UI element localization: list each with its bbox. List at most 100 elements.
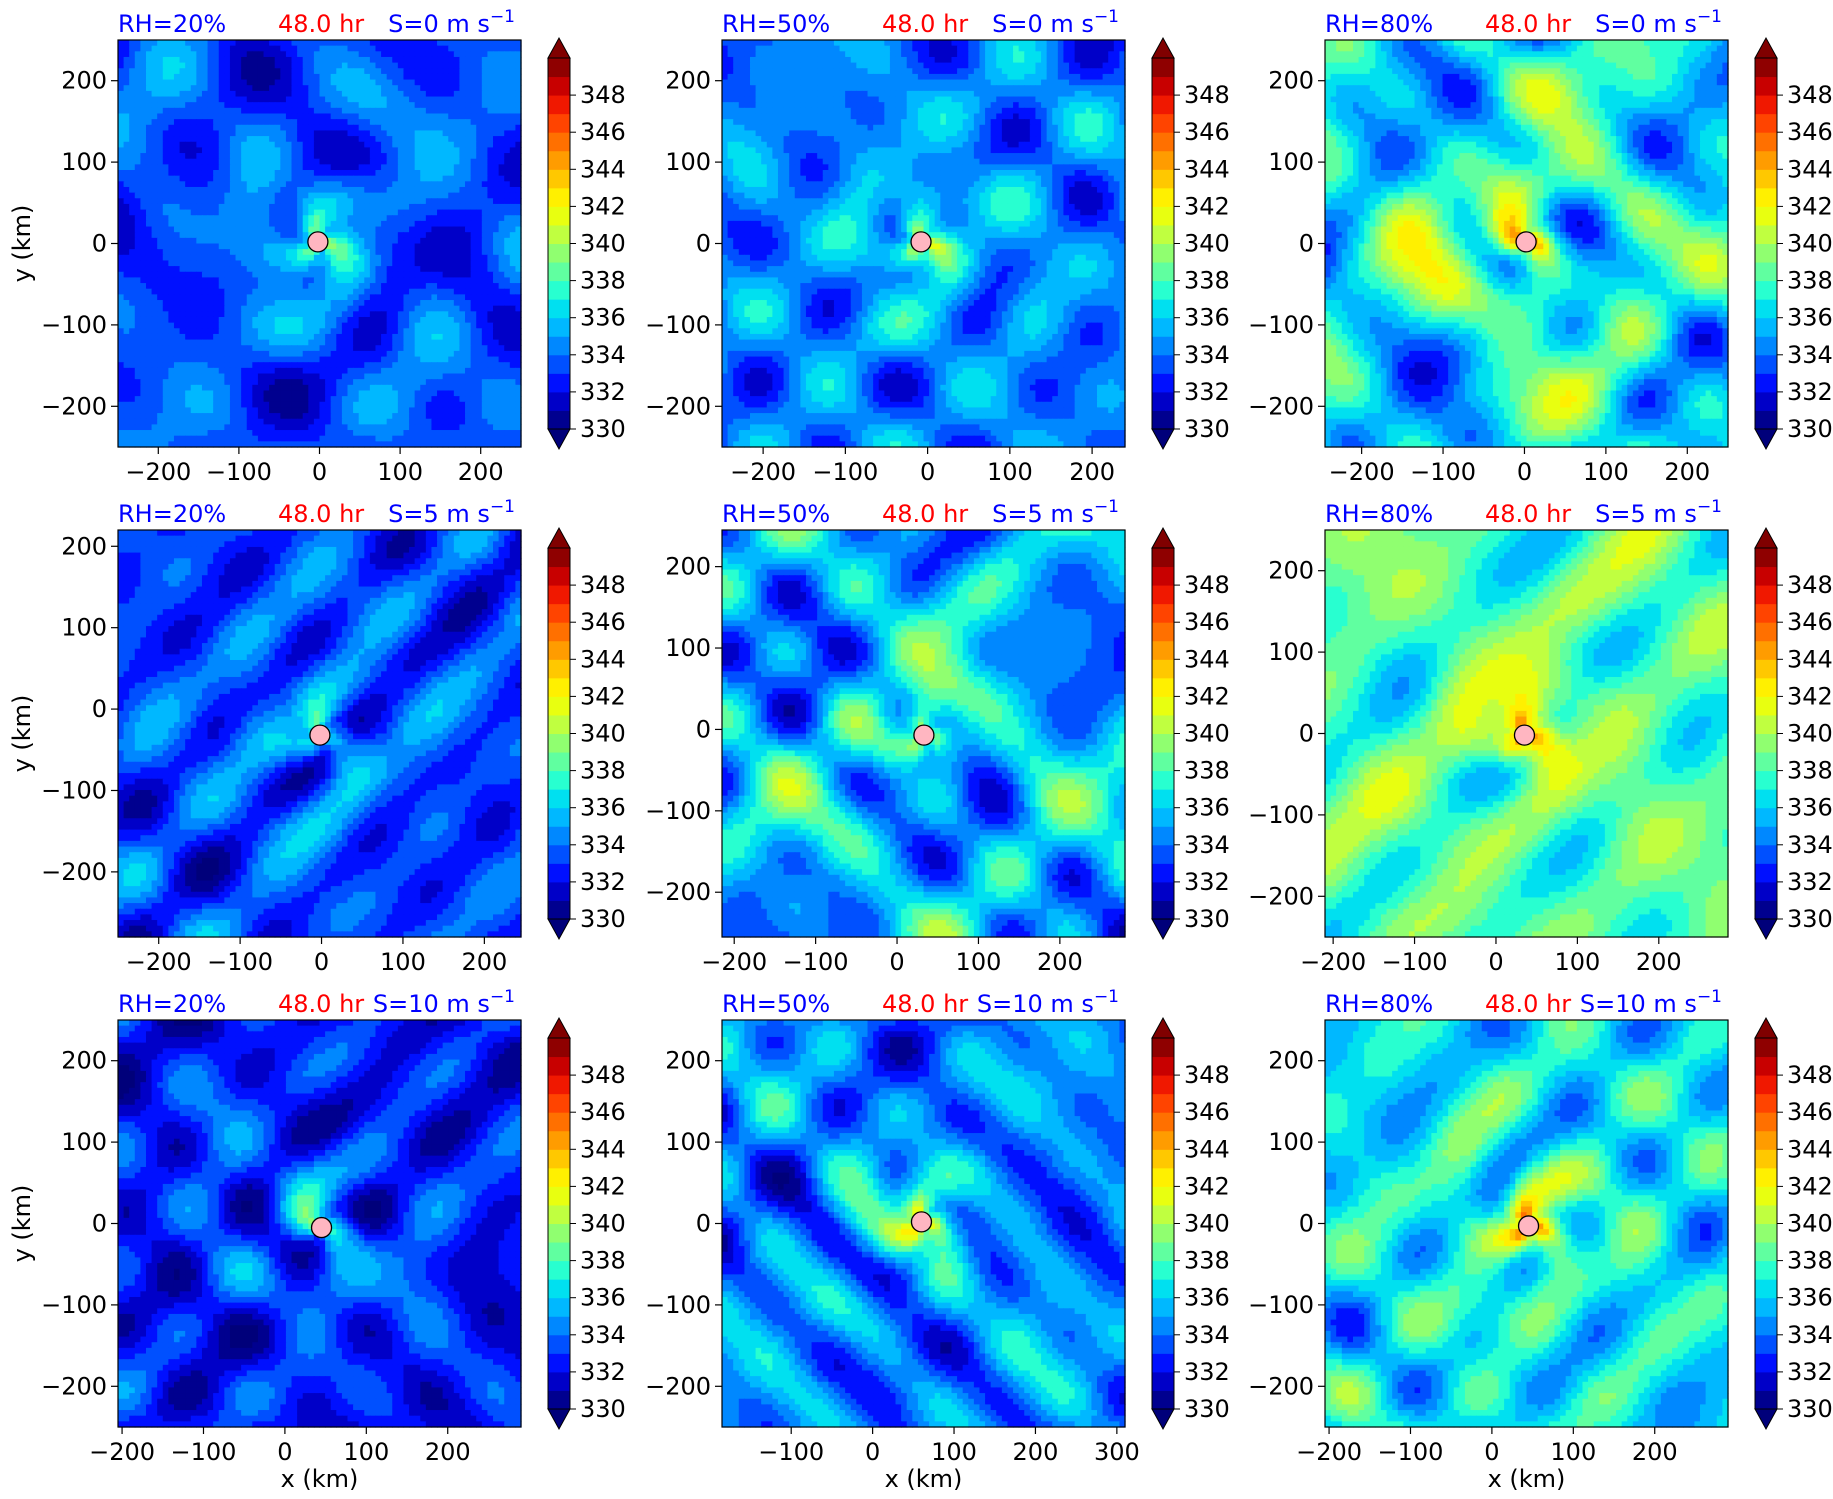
colorbar-tick-label: 346 [580, 118, 626, 146]
colorbar-segment [1152, 1260, 1174, 1280]
colorbar-segment [1755, 1297, 1777, 1317]
y-tick-label: 200 [665, 553, 711, 581]
storm-center-marker [307, 231, 329, 253]
colorbar-tick-label: 340 [1184, 720, 1230, 748]
y-axis-label: y (km) [8, 695, 36, 773]
colorbar-segment [1152, 206, 1174, 226]
y-tick-label: 200 [1268, 557, 1314, 585]
colorbar-segment [1755, 622, 1777, 642]
x-tick-label: 100 [377, 458, 423, 486]
rh-label: RH=80% [1325, 990, 1433, 1018]
y-tick-label: 100 [665, 148, 711, 176]
colorbar-segment [1152, 336, 1174, 356]
colorbar: 330 332 334 336 338 340 342 344 346 348 [1151, 36, 1230, 451]
rh-label: RH=20% [118, 990, 226, 1018]
colorbar-segment [1152, 243, 1174, 263]
colorbar-tick-label: 342 [580, 1172, 626, 1200]
colorbar-tick-label: 334 [1184, 831, 1230, 859]
panel-3-2: −100 0 100 200 300 −200 −100 0 100 200 RH=50% 48.0 … [645, 987, 1230, 1493]
shear-label: S=10 m s−1 [977, 987, 1119, 1018]
colorbar-segment [548, 336, 570, 356]
field [722, 530, 1126, 938]
colorbar-segment [1152, 1334, 1174, 1354]
colorbar-segment [1152, 1279, 1174, 1299]
colorbar-tick-label: 332 [1787, 1358, 1833, 1386]
colorbar-tick-label: 336 [580, 794, 626, 822]
y-tick-label: 100 [1268, 148, 1314, 176]
colorbar-tick-label: 348 [1787, 81, 1833, 109]
field [1325, 40, 1729, 448]
colorbar-segment [1152, 696, 1174, 716]
colorbar-segment [1152, 1371, 1174, 1391]
colorbar-segment [1152, 752, 1174, 772]
colorbar-segment [548, 391, 570, 411]
colorbar-segment [548, 1242, 570, 1262]
colorbar-segment [1755, 169, 1777, 189]
colorbar-tick-label: 334 [580, 831, 626, 859]
colorbar-segment [1152, 391, 1174, 411]
panel-1-2: −200 −100 0 100 200 −200 −100 0 100 200 RH=50% 48.0… [645, 7, 1230, 486]
colorbar-segment [1755, 113, 1777, 133]
panel-2-2: −200 −100 0 100 200 −200 −100 0 100 200 RH=50% 48.0… [645, 497, 1230, 976]
colorbar-segment [548, 1093, 570, 1113]
colorbar-segment [548, 770, 570, 790]
colorbar-segment [1755, 640, 1777, 660]
colorbar-segment [548, 299, 570, 319]
rh-label: RH=50% [722, 990, 830, 1018]
x-tick-label: 100 [956, 948, 1002, 976]
panel-3-3: −200 −100 0 100 200 −200 −100 0 100 200 RH=80% 48.0… [1248, 987, 1833, 1493]
colorbar-segment [1755, 1149, 1777, 1169]
colorbar-segment [1755, 299, 1777, 319]
y-tick-label: −200 [1248, 882, 1314, 910]
colorbar-segment [1755, 262, 1777, 282]
colorbar-segment [1755, 1316, 1777, 1336]
x-tick-label: 200 [1632, 1438, 1678, 1466]
x-tick-label: 100 [987, 458, 1033, 486]
x-tick-label: 0 [314, 948, 329, 976]
colorbar-tick-label: 336 [1184, 794, 1230, 822]
y-axis-label: y (km) [8, 205, 36, 283]
x-tick-label: 200 [1069, 458, 1115, 486]
colorbar-tick-label: 338 [1787, 757, 1833, 785]
colorbar-segment [548, 603, 570, 623]
rh-label: RH=80% [1325, 10, 1433, 38]
field [722, 40, 1126, 448]
colorbar-tick-label: 332 [1787, 868, 1833, 896]
colorbar-segment [1152, 58, 1174, 78]
colorbar-segment [1152, 1149, 1174, 1169]
colorbar-segment [1755, 206, 1777, 226]
colorbar-tick-label: 340 [1787, 1210, 1833, 1238]
x-tick-label: 200 [1013, 1438, 1059, 1466]
y-tick-label: 200 [1268, 1047, 1314, 1075]
colorbar-segment [1755, 1093, 1777, 1113]
colorbar-segment [1152, 659, 1174, 679]
x-tick-label: 0 [865, 1438, 880, 1466]
shear-label: S=0 m s−1 [1595, 7, 1722, 38]
colorbar-segment [548, 206, 570, 226]
colorbar: 330 332 334 336 338 340 342 344 346 348 [547, 1016, 626, 1431]
colorbar-tick-label: 332 [1787, 378, 1833, 406]
colorbar-segment [1755, 770, 1777, 790]
storm-center-marker [1515, 231, 1537, 253]
colorbar-segment [1755, 714, 1777, 734]
colorbar-segment [1152, 1056, 1174, 1076]
x-axis-label: x (km) [885, 1465, 963, 1493]
colorbar-segment [1152, 317, 1174, 337]
x-tick-label: −100 [171, 1438, 237, 1466]
y-tick-label: −100 [1248, 801, 1314, 829]
storm-center-marker [1513, 724, 1536, 746]
x-tick-label: 200 [1636, 948, 1682, 976]
colorbar-tick-label: 336 [1184, 304, 1230, 332]
colorbar-tick-label: 334 [580, 1321, 626, 1349]
colorbar-segment [1755, 881, 1777, 901]
colorbar-segment [1152, 1093, 1174, 1113]
colorbar-tick-label: 342 [1184, 192, 1230, 220]
shear-label: S=0 m s−1 [992, 7, 1119, 38]
colorbar-segment [1152, 280, 1174, 300]
colorbar-segment [548, 566, 570, 586]
colorbar: 330 332 334 336 338 340 342 344 346 348 [1754, 526, 1833, 941]
colorbar-segment [1755, 1112, 1777, 1132]
colorbar-tick-label: 342 [1787, 192, 1833, 220]
colorbar-segment [1152, 585, 1174, 605]
colorbar-segment [1755, 1204, 1777, 1224]
